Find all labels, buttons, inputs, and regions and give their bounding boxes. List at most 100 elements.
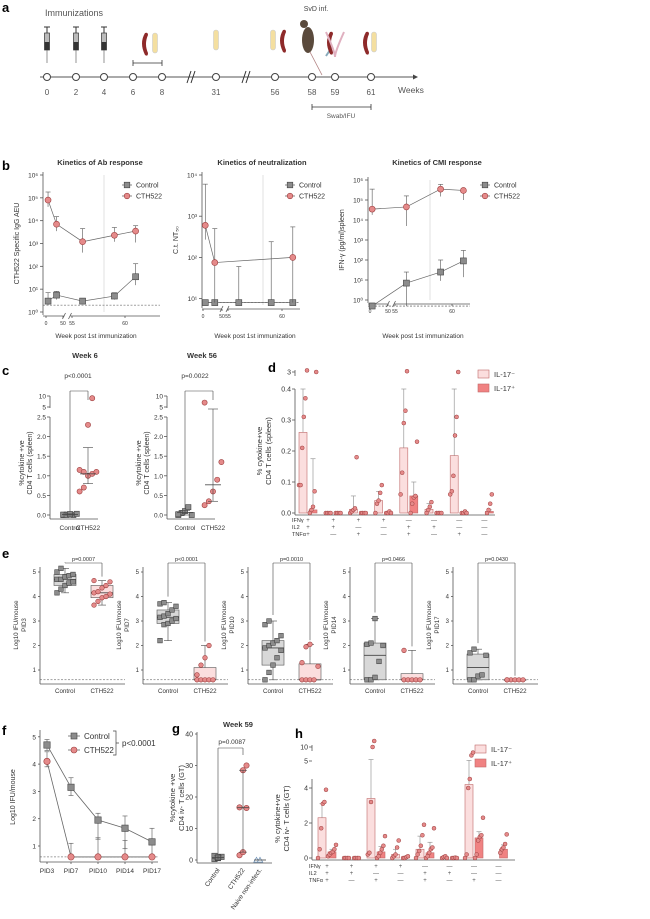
data-point [333,842,339,848]
x-tick-label: Control [263,688,283,695]
data-point [449,489,455,494]
row-sign: — [398,878,404,884]
y-tick-label: 10⁴ [353,218,363,225]
y-tick-label: 2 [446,644,450,650]
row-sign: + [374,864,378,870]
timepoint-node [129,73,137,81]
data-point [121,824,129,832]
y-tick-label: 4 [343,595,347,601]
y-axis-title: % cytokine+ve [273,794,282,843]
legend-marker [286,181,294,189]
data-point [80,468,87,475]
data-point [132,227,139,235]
data-point [363,510,369,516]
data-point [408,510,413,516]
series-control: Control [368,181,517,310]
data-point [103,593,109,600]
y-axis-title: PID14 [331,616,338,634]
data-point [398,492,403,497]
data-point [315,663,321,669]
panel-letter-h: h [295,726,303,741]
data-point [95,598,101,605]
mouse-icon [300,20,323,76]
timepoint-node [43,73,51,81]
data-point [94,853,102,861]
data-point [418,843,424,848]
data-point [394,845,400,850]
x-tick-label: 55 [225,314,231,320]
row-sign: — [481,532,487,538]
y-tick-label: 0.5 [37,493,46,500]
data-point [313,369,319,375]
data-point [430,845,435,850]
row-sign: + [325,878,329,884]
data-point [201,502,208,509]
y-tick-label: 4 [33,595,37,601]
y-tick-label: 0.5 [154,493,163,500]
y-tick-label: 3 [343,619,347,625]
axis-break-mark [241,70,247,84]
legend-label: IL-17⁺ [491,759,512,768]
data-point [148,853,156,861]
p-value: p<0.0001 [175,557,198,563]
y-tick-label: 1 [241,668,245,674]
row-sign: — [381,532,387,538]
axis-break-mark [68,312,72,320]
x-tick-label: CTH522 [201,525,226,532]
x-tick-label: Control [158,688,178,695]
series-cth522: CTH522 [44,191,162,253]
y-axis-title: CTH522 Specific IgG AEU [14,203,21,285]
y-axis-title: %cytokine +ve [168,774,177,823]
row-sign: — [422,864,428,870]
box-control [261,618,285,683]
series-line [372,188,464,210]
x-tick-label: Control [204,867,222,889]
infection-label: SvD inf. [304,6,329,13]
data-point [388,510,394,516]
y-tick-label: 3 [287,370,291,377]
data-point [169,607,175,613]
timepoint-node [100,73,108,81]
series-control: Control [43,732,156,858]
data-point [452,433,458,438]
row-sign: — [496,871,502,877]
row-label: IL2 [292,525,300,531]
y-tick-label: 10¹ [29,287,39,294]
row-sign: + [306,525,310,531]
data-point [58,565,64,571]
spleen-icon [142,32,148,56]
box-iqr [363,642,387,681]
genital-tract-icon [325,31,345,58]
data-point [310,504,316,510]
data-point [198,662,204,668]
y-tick-label: 2 [32,816,36,823]
data-point [429,499,434,505]
legend-marker [481,192,489,200]
data-point [471,677,477,683]
y-tick-label: 10⁴ [28,218,38,225]
y-tick-label: 10⁰ [28,309,38,317]
row-sign: — [471,864,477,870]
data-point [58,586,64,592]
panel-letter-c: c [2,363,9,378]
row-sign: + [331,525,335,531]
data-point [403,279,410,287]
x-tick-label: 50 [60,321,66,327]
y-axis-title: CD4 T cells (spleen) [27,431,34,494]
data-point [243,762,250,769]
data-point [332,847,337,852]
data-point [352,506,358,511]
chart-f: 1 2 3 4 5 PID3 PID7 PID10 PID14 PID17 Log10 IFU/mo… [10,730,161,875]
box-cth [90,577,114,608]
x-tick-label: PID7 [64,868,79,875]
data-point [489,492,495,497]
y-tick-label: 4 [446,595,450,601]
row-sign: + [448,871,452,877]
blood-tube-icon [152,32,158,54]
syringe-icon [44,26,50,63]
timepoint-node [212,73,220,81]
y-tick-label: 2 [304,821,308,828]
row-sign: + [350,871,354,877]
